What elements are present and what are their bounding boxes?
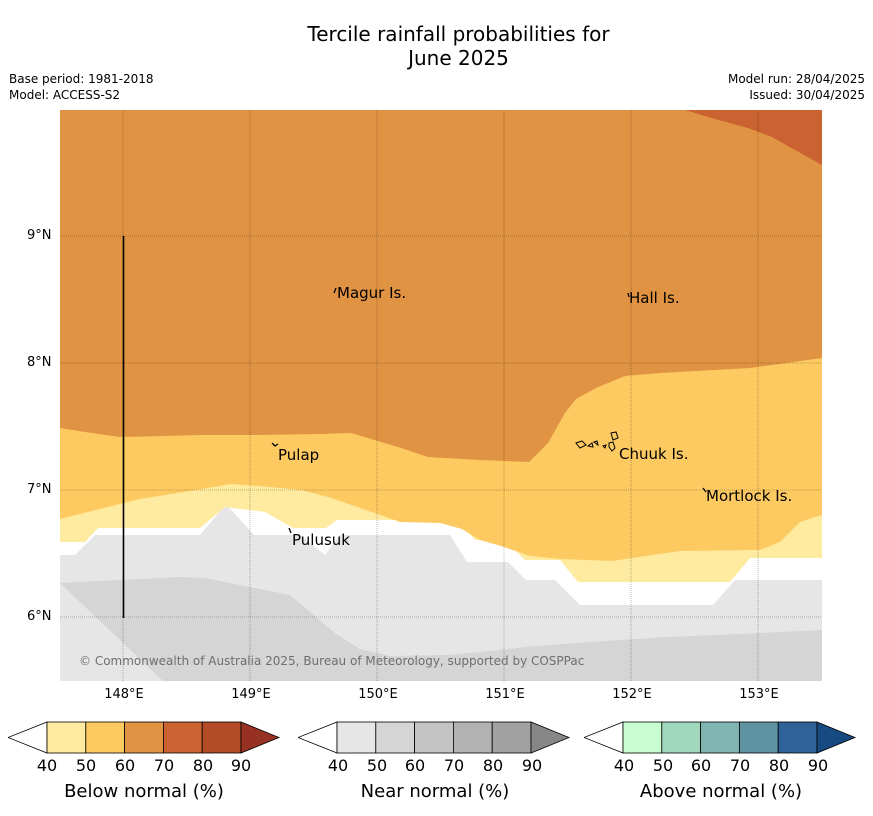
above-tick-90: 90	[807, 756, 829, 775]
above-normal-swatch-5	[777, 721, 818, 754]
above-normal-title: Above normal (%)	[639, 781, 803, 802]
colorbar-above-swatches	[584, 721, 857, 754]
lon-label-153e: 153°E	[739, 687, 779, 702]
lat-label-8n: 8°N	[27, 355, 52, 370]
place-mortlock: Mortlock Is.	[706, 487, 793, 505]
model-run: Model run: 28/04/2025	[727, 72, 865, 86]
meta-left: Base period: 1981-2018 Model: ACCESS-S2	[9, 71, 154, 103]
below-normal-swatch-2	[85, 721, 126, 754]
above-normal-over-arrow	[816, 721, 857, 754]
chuuk-island-outlines	[575, 431, 619, 452]
near-normal-50-region-west	[163, 628, 295, 681]
above-normal-swatch-2	[661, 721, 702, 754]
below-normal-swatch-1	[46, 721, 87, 754]
below-tick-50: 50	[75, 756, 97, 775]
below-normal-70-region	[685, 110, 822, 165]
near-normal-swatch-5	[491, 721, 532, 754]
below-normal-60-region	[60, 110, 822, 462]
map-title: Tercile rainfall probabilities for June …	[0, 22, 873, 70]
below-normal-swatch-4	[162, 721, 203, 754]
below-tick-40: 40	[36, 756, 58, 775]
above-tick-70: 70	[729, 756, 751, 775]
near-normal-under-arrow	[298, 721, 338, 754]
issued-date: Issued: 30/04/2025	[749, 88, 865, 102]
above-tick-50: 50	[652, 756, 674, 775]
lat-label-6n: 6°N	[27, 609, 52, 624]
map-area	[60, 110, 822, 681]
lon-label-148e: 148°E	[104, 687, 144, 702]
above-normal-under-arrow	[584, 721, 624, 754]
copyright-text: © Commonwealth of Australia 2025, Bureau…	[79, 654, 585, 668]
near-normal-title: Near normal (%)	[360, 781, 510, 802]
near-normal-swatch-3	[414, 721, 454, 754]
subtitle-line: June 2025	[408, 46, 509, 70]
above-normal-swatch-1	[622, 721, 663, 754]
near-tick-80: 80	[482, 756, 504, 775]
below-normal-under-arrow	[8, 721, 48, 754]
graticule	[60, 110, 822, 681]
lon-label-149e: 149°E	[231, 687, 271, 702]
place-chuuk: Chuuk Is.	[619, 445, 689, 463]
place-pulap: Pulap	[278, 446, 320, 464]
near-normal-swatch-4	[452, 721, 493, 754]
above-tick-80: 80	[768, 756, 790, 775]
lon-label-152e: 152°E	[612, 687, 652, 702]
lat-label-9n: 9°N	[27, 228, 52, 243]
below-tick-70: 70	[153, 756, 175, 775]
near-normal-over-arrow	[530, 721, 571, 754]
above-normal-swatch-3	[700, 721, 740, 754]
below-normal-swatch-3	[124, 721, 164, 754]
near-normal-swatch-1	[336, 721, 377, 754]
place-magur: Magur Is.	[337, 284, 407, 302]
colorbar-above-normal	[584, 721, 857, 754]
near-normal-swatch-2	[375, 721, 416, 754]
title-line: Tercile rainfall probabilities for	[307, 22, 610, 46]
base-period: Base period: 1981-2018	[9, 72, 154, 86]
lon-label-151e: 151°E	[485, 687, 525, 702]
colorbar-near-normal	[298, 721, 571, 754]
small-island-outlines	[271, 287, 707, 534]
above-normal-swatch-4	[738, 721, 779, 754]
model-name: Model: ACCESS-S2	[9, 88, 121, 102]
lon-label-150e: 150°E	[358, 687, 398, 702]
above-tick-40: 40	[613, 756, 635, 775]
place-hall: Hall Is.	[629, 289, 680, 307]
lat-label-7n: 7°N	[27, 482, 52, 497]
below-normal-swatch-5	[201, 721, 242, 754]
colorbar-near-swatches	[298, 721, 571, 754]
above-tick-60: 60	[690, 756, 712, 775]
place-pulusuk: Pulusuk	[292, 531, 350, 549]
below-tick-90: 90	[230, 756, 252, 775]
near-tick-50: 50	[366, 756, 388, 775]
near-tick-60: 60	[404, 756, 426, 775]
near-tick-90: 90	[521, 756, 543, 775]
below-tick-80: 80	[192, 756, 214, 775]
colorbar-below-normal	[8, 721, 281, 754]
meta-right: Model run: 28/04/2025 Issued: 30/04/2025	[728, 71, 865, 103]
colorbar-below-swatches	[8, 721, 281, 754]
below-tick-60: 60	[114, 756, 136, 775]
near-tick-70: 70	[443, 756, 465, 775]
below-normal-over-arrow	[240, 721, 281, 754]
below-normal-title: Below normal (%)	[64, 781, 224, 802]
near-tick-40: 40	[327, 756, 349, 775]
